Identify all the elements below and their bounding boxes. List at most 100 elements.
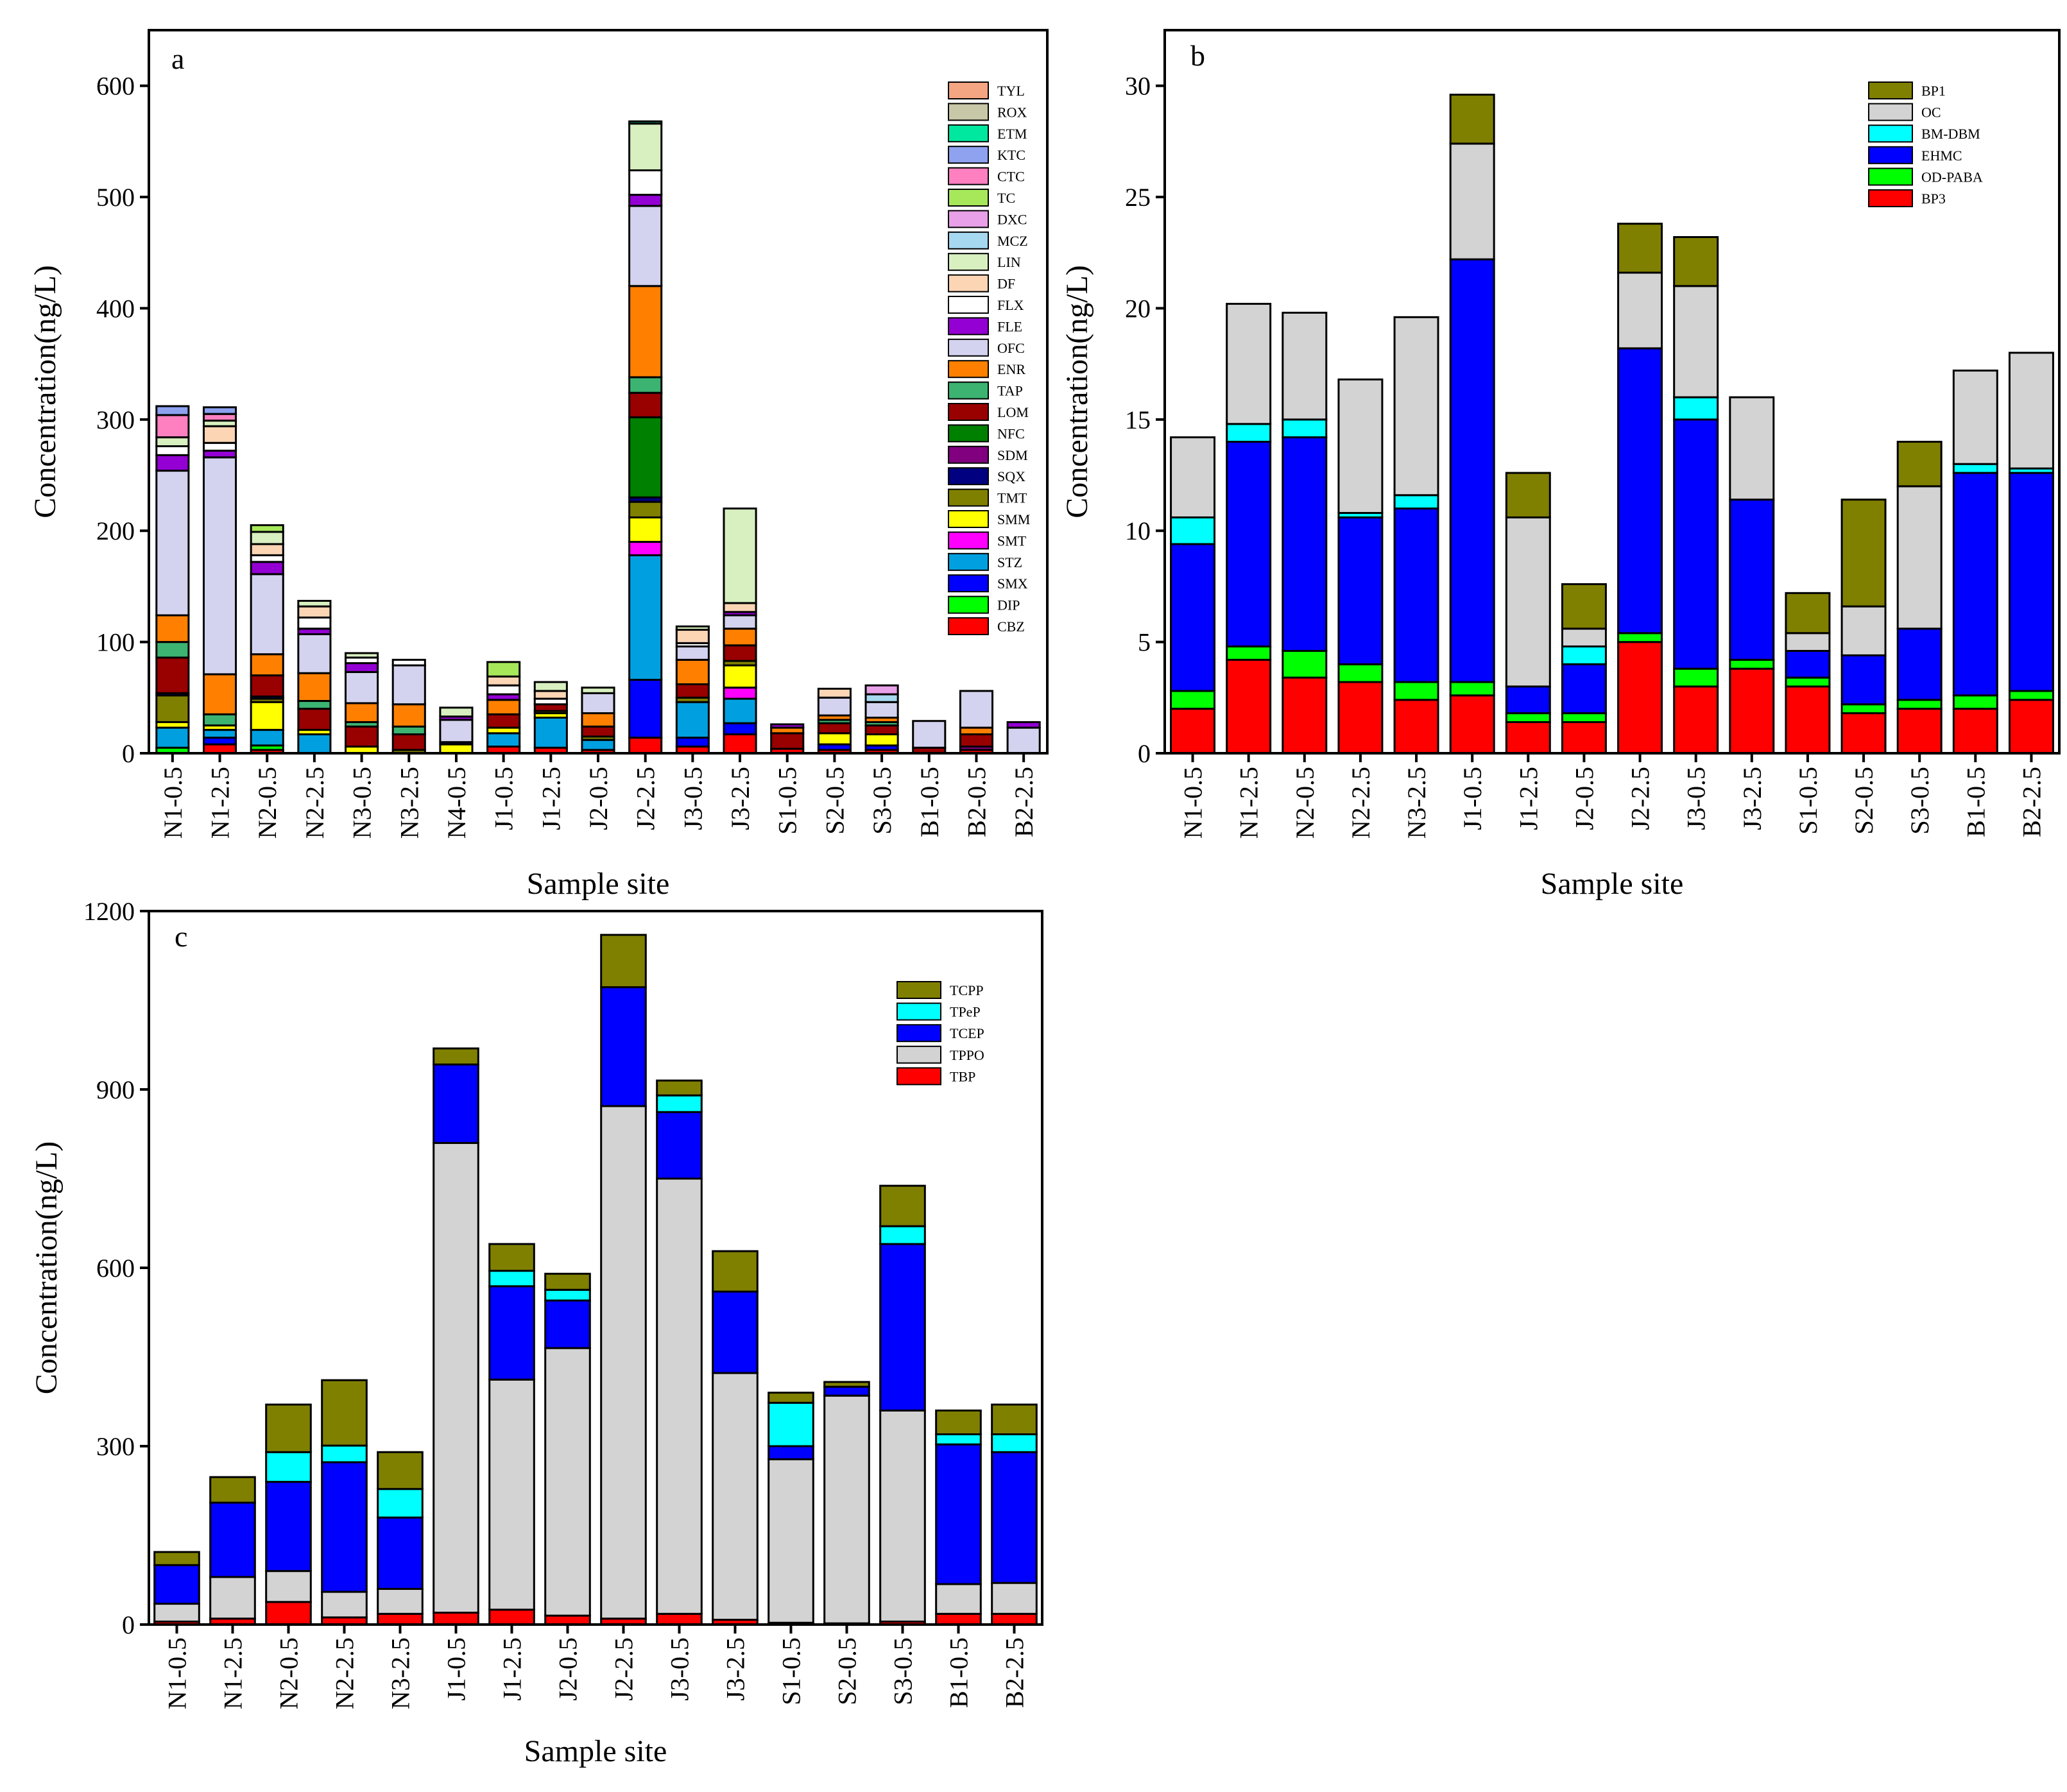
bar-segment-OD-PABA-N2-2.5 [1337, 663, 1384, 683]
legend-swatch-DXC [948, 210, 989, 228]
bar-segment-OFC-J2-0.5 [581, 692, 615, 715]
bar-segment-EHMC-N2-2.5 [1337, 516, 1384, 665]
bar-segment-LIN-N4-0.5 [439, 706, 474, 718]
y-tick-label: 600 [96, 72, 135, 101]
legend-swatch-OC [1868, 103, 1913, 121]
bar-segment-FLE-N1-2.5 [202, 449, 237, 459]
bar-segment-EHMC-N1-2.5 [1226, 441, 1272, 648]
bar-segment-FLX-N1-2.5 [202, 441, 237, 452]
bar-segment-MCZ-S3-0.5 [864, 693, 899, 703]
bar-segment-OD-PABA-S1-0.5 [1785, 676, 1831, 688]
x-tick-label: N3-0.5 [348, 767, 377, 839]
y-tick-label: 900 [96, 1075, 135, 1104]
bar-segment-OD-PABA-N1-2.5 [1226, 645, 1272, 661]
bar-segment-TCPP-N3-2.5 [377, 1451, 424, 1490]
bar-segment-CTC-N1-0.5 [155, 414, 190, 439]
bar-segment-STZ-J1-0.5 [486, 732, 521, 748]
bar-segment-BP3-N3-2.5 [1393, 699, 1439, 755]
bar-segment-OD-PABA-J3-0.5 [1673, 667, 1719, 688]
x-tick-label: J1-0.5 [442, 1637, 471, 1701]
bar-segment-FLX-N2-2.5 [297, 616, 332, 630]
bar-segment-BM-DBM-N1-2.5 [1226, 423, 1272, 443]
bar-segment-TPeP-J2-0.5 [544, 1288, 591, 1302]
bar-segment-BP3-N1-2.5 [1226, 658, 1272, 755]
bar-segment-LIN-N1-0.5 [155, 436, 190, 447]
x-tick-label: S1-0.5 [777, 1637, 806, 1705]
y-tick-label: 25 [1125, 183, 1151, 212]
bar-segment-TBP-J3-0.5 [656, 1612, 703, 1626]
legend-swatch-SMM [948, 510, 989, 528]
bar-segment-OFC-J2-2.5 [628, 205, 663, 287]
bar-segment-CBZ-J2-2.5 [628, 737, 663, 755]
bar-segment-FLE-N1-0.5 [155, 454, 190, 472]
bar-segment-TPeP-B1-0.5 [935, 1433, 982, 1446]
x-tick-label: N1-2.5 [1235, 767, 1264, 839]
bar-segment-TCEP-B1-0.5 [935, 1443, 982, 1585]
bar-segment-LOM-N2-0.5 [250, 674, 284, 698]
bar-segment-TCPP-N2-2.5 [321, 1379, 368, 1447]
bar-segment-ENR-J2-0.5 [581, 712, 615, 728]
bar-segment-EHMC-J1-2.5 [1505, 685, 1551, 715]
bar-segment-LOM-S2-0.5 [817, 722, 852, 735]
bar-segment-SMM-S3-0.5 [864, 733, 899, 747]
legend-swatch-TYL [948, 81, 989, 99]
x-tick-label: S2-0.5 [833, 1637, 862, 1705]
bar-segment-OFC-B2-2.5 [1006, 726, 1041, 755]
x-tick-label: N1-0.5 [159, 767, 187, 839]
bar-segment-TPPO-B1-0.5 [935, 1583, 982, 1615]
bar-segment-TPPO-J3-2.5 [712, 1372, 759, 1621]
x-tick-label: N2-2.5 [1346, 767, 1375, 839]
y-tick-label: 5 [1138, 628, 1151, 657]
bar-segment-OFC-N3-0.5 [345, 670, 379, 704]
legend-swatch-TMT [948, 488, 989, 507]
bar-segment-TPPO-J3-0.5 [656, 1177, 703, 1615]
y-tick-label: 0 [122, 1610, 135, 1639]
bar-segment-TPPO-S1-0.5 [768, 1458, 814, 1624]
bar-segment-BP1-J1-2.5 [1505, 472, 1551, 518]
bar-segment-KTC-N1-0.5 [155, 405, 190, 416]
x-tick-label: J1-0.5 [490, 767, 519, 830]
bar-segment-LOM-J3-2.5 [723, 644, 757, 662]
bar-segment-TPeP-B2-2.5 [991, 1433, 1038, 1453]
x-tick-label: J2-0.5 [584, 767, 613, 830]
x-tick-label: B2-2.5 [1000, 1637, 1029, 1708]
bar-segment-BP3-N2-2.5 [1337, 681, 1384, 755]
bar-segment-EHMC-N2-0.5 [1282, 436, 1328, 652]
bar-segment-OFC-B2-0.5 [959, 690, 994, 729]
bar-segment-SMX-N1-2.5 [202, 737, 237, 746]
legend-label-ROX: ROX [997, 104, 1027, 120]
bar-segment-TCEP-B2-2.5 [991, 1451, 1038, 1584]
bar-segment-FLX-N3-2.5 [391, 658, 426, 667]
bar-segment-OD-PABA-B1-0.5 [1952, 694, 1998, 710]
bar-segment-TMT-J2-2.5 [628, 500, 663, 518]
bar-segment-SMT-J3-2.5 [723, 687, 757, 700]
bar-segment-STZ-J2-2.5 [628, 554, 663, 681]
bar-segment-ENR-N1-0.5 [155, 614, 190, 644]
bar-segment-OD-PABA-J3-2.5 [1729, 658, 1775, 670]
x-tick-label: J1-0.5 [1458, 767, 1487, 830]
x-tick-label: S2-0.5 [820, 767, 849, 835]
bar-segment-SMT-J2-2.5 [628, 541, 663, 556]
bar-segment-OD-PABA-J1-0.5 [1449, 681, 1495, 697]
legend-label-TPPO: TPPO [950, 1047, 984, 1063]
y-tick-label: 100 [96, 628, 135, 657]
bar-segment-OC-N1-0.5 [1170, 436, 1216, 518]
y-tick-label: 30 [1125, 72, 1151, 101]
legend-label-FLX: FLX [997, 297, 1024, 313]
bar-segment-TCEP-N1-0.5 [153, 1564, 200, 1605]
legend-label-SDM: SDM [997, 447, 1028, 463]
bars [155, 120, 1041, 755]
bar-segment-TBP-J2-0.5 [544, 1614, 591, 1626]
bar-segment-OC-J3-0.5 [1673, 285, 1719, 398]
bar-segment-TCPP-N1-0.5 [153, 1551, 200, 1566]
bars [153, 934, 1038, 1626]
bar-segment-TPPO-J2-0.5 [544, 1347, 591, 1617]
legend-swatch-ROX [948, 103, 989, 121]
legend-swatch-EHMC [1868, 146, 1913, 164]
bar-segment-BP3-J3-0.5 [1673, 685, 1719, 755]
bar-segment-STZ-N1-2.5 [202, 729, 237, 739]
x-tick-label: S1-0.5 [1794, 767, 1823, 835]
x-axis-title: Sample site [527, 867, 670, 901]
legend-label-DF: DF [997, 276, 1015, 292]
x-tick-label: N3-2.5 [1402, 767, 1431, 839]
